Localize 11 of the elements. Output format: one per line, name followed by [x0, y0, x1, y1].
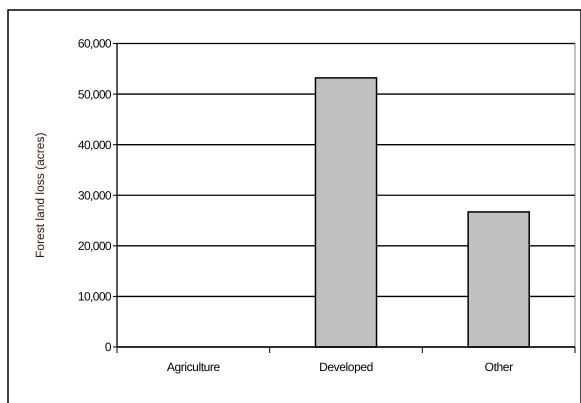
x-tick-label: Agriculture: [166, 360, 221, 374]
y-tick-label: 40,000: [78, 138, 112, 152]
y-tick-label: 60,000: [78, 36, 112, 51]
y-tick-label: 10,000: [78, 290, 112, 304]
y-tick-label: 0: [104, 340, 112, 354]
y-axis-title: Forest land loss (acres): [33, 132, 47, 258]
x-tick-label: Other: [484, 360, 514, 374]
y-tick-label: 30,000: [78, 188, 112, 202]
y-tick-label: 20,000: [78, 239, 112, 254]
y-tick-label: 50,000: [78, 87, 112, 102]
x-tick-label: Developed: [319, 360, 373, 374]
